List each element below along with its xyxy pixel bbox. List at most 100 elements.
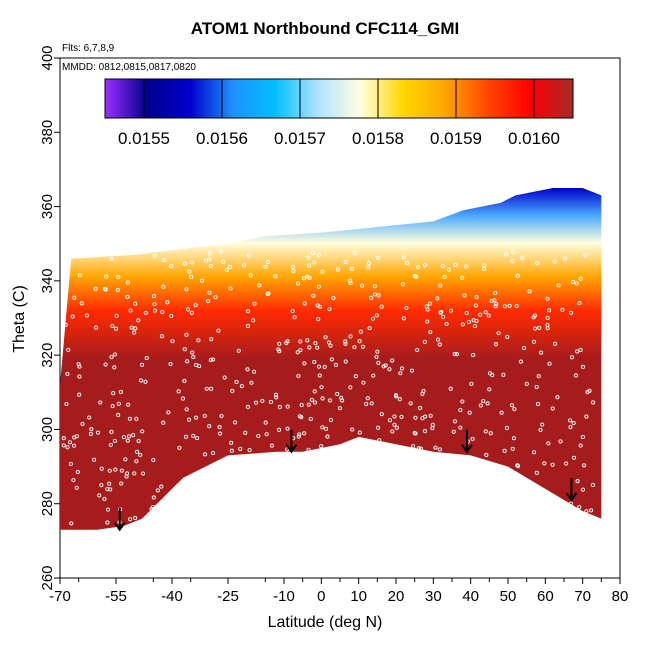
sample-point <box>418 405 423 411</box>
sample-point <box>519 256 525 261</box>
sample-point <box>545 315 550 320</box>
sample-point <box>162 258 167 263</box>
sample-point <box>441 314 446 319</box>
sample-point <box>390 358 395 363</box>
sample-point <box>239 384 244 389</box>
sample-point <box>65 445 70 450</box>
sample-point <box>317 373 322 378</box>
sample-point <box>273 274 278 279</box>
sample-point <box>510 250 516 255</box>
sample-point <box>319 385 324 390</box>
sample-point <box>77 364 82 369</box>
sample-point <box>228 264 233 270</box>
sample-point <box>69 521 74 526</box>
sample-point <box>113 467 118 472</box>
sample-point <box>68 461 73 467</box>
sample-point <box>207 251 212 256</box>
sample-point <box>368 295 374 300</box>
sample-point <box>207 290 212 295</box>
sample-point <box>308 416 313 421</box>
sample-point <box>575 479 580 484</box>
sample-point <box>539 350 544 355</box>
sample-point <box>74 485 79 490</box>
sample-point <box>412 273 417 279</box>
sample-point <box>438 283 443 288</box>
sample-point <box>379 304 384 309</box>
sample-point <box>411 444 416 449</box>
sample-point <box>483 429 488 434</box>
sample-point <box>547 361 552 366</box>
sample-point <box>112 352 117 357</box>
sample-point <box>152 253 157 259</box>
sample-point <box>408 401 413 406</box>
sample-point <box>61 436 66 441</box>
sample-point <box>151 457 156 463</box>
sample-point <box>316 364 321 369</box>
sample-point <box>591 400 596 405</box>
sample-point <box>151 495 156 500</box>
x-tick-label: -25 <box>217 588 239 605</box>
sample-point <box>352 250 357 256</box>
sample-point <box>202 452 208 457</box>
sample-point <box>151 294 156 299</box>
sample-point <box>471 353 476 358</box>
sample-point <box>409 368 415 373</box>
sample-point <box>102 286 107 291</box>
sample-point <box>143 310 148 315</box>
sample-point <box>221 259 226 264</box>
sample-point <box>218 249 223 254</box>
sample-point <box>400 282 405 287</box>
sample-point <box>376 425 381 430</box>
sample-point <box>460 275 465 280</box>
sample-point <box>507 303 512 308</box>
sample-point <box>202 413 207 418</box>
x-tick-label: 80 <box>612 588 629 605</box>
sample-point <box>418 446 424 451</box>
sample-point <box>357 339 362 344</box>
sample-point <box>194 415 199 420</box>
sample-point <box>93 286 98 291</box>
sample-point <box>575 349 580 354</box>
sample-point <box>469 381 474 386</box>
sample-point <box>309 397 314 402</box>
sample-point <box>416 265 421 270</box>
sample-point <box>274 395 279 400</box>
sample-point <box>140 429 145 434</box>
sample-point <box>184 332 189 337</box>
sample-point <box>422 429 428 434</box>
sample-point <box>218 431 223 436</box>
sample-point <box>343 259 348 265</box>
sample-point <box>132 471 137 476</box>
sample-point <box>350 427 355 432</box>
sample-point <box>183 434 189 439</box>
x-tick-label: 20 <box>388 588 405 605</box>
dates-subtitle: MMDD: 0812,0815,0817,0820 <box>62 62 196 73</box>
sample-point <box>118 389 123 395</box>
sample-point <box>471 318 476 323</box>
sample-point <box>435 337 441 342</box>
flights-subtitle: Flts: 6,7,8,9 <box>62 43 115 54</box>
sample-point <box>217 425 222 430</box>
sample-point <box>473 303 478 308</box>
y-tick-label: 320 <box>39 343 56 368</box>
sample-point <box>478 403 483 408</box>
sample-point <box>430 426 435 431</box>
sample-point <box>169 313 174 319</box>
sample-point <box>206 257 211 262</box>
sample-point <box>568 418 573 423</box>
sample-point <box>190 350 195 355</box>
sample-point <box>493 290 498 296</box>
sample-point <box>64 401 69 407</box>
arrow-head <box>565 492 578 502</box>
sample-point <box>284 340 289 346</box>
sample-point <box>448 386 453 391</box>
sample-point <box>109 429 114 435</box>
sample-point <box>571 455 577 460</box>
sample-point <box>425 319 430 324</box>
sample-point <box>165 300 170 305</box>
sample-point <box>207 424 212 429</box>
sample-point <box>307 275 312 280</box>
sample-point <box>166 410 171 415</box>
sample-point <box>493 304 498 309</box>
sample-point <box>578 276 583 281</box>
